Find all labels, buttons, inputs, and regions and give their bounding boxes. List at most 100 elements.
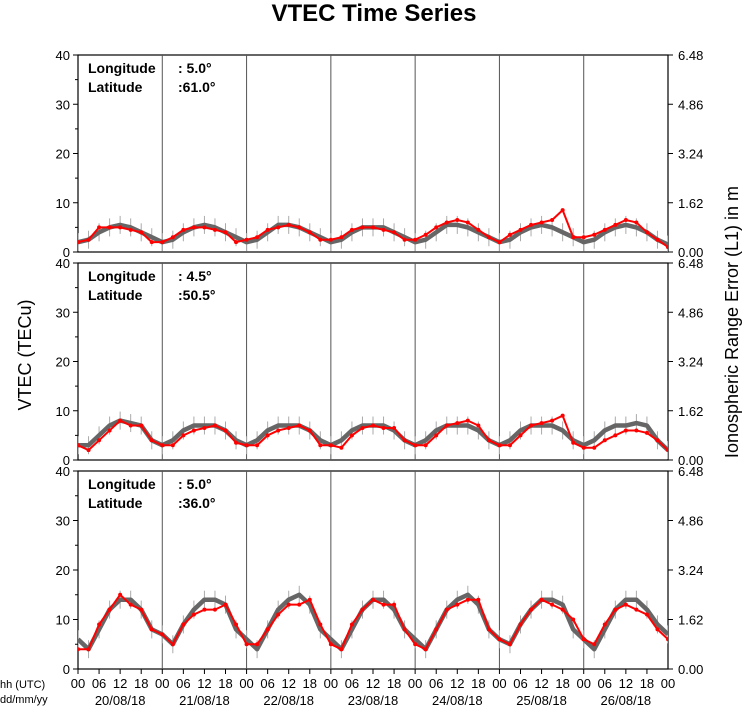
series-measured-point bbox=[465, 597, 470, 602]
series-measured-point bbox=[360, 425, 365, 430]
series-measured-point bbox=[307, 597, 312, 602]
y-tick-label-right: 3.24 bbox=[678, 355, 703, 370]
series-measured-point bbox=[244, 443, 249, 448]
series-measured-point bbox=[297, 423, 302, 428]
x-tick-label: 12 bbox=[197, 676, 211, 691]
x-date-label: 21/08/18 bbox=[179, 693, 230, 708]
x-tick-label: 06 bbox=[92, 676, 106, 691]
series-measured-point bbox=[634, 220, 639, 225]
panel-data bbox=[78, 585, 668, 659]
x-tick-label: 18 bbox=[640, 676, 654, 691]
panel-3: 0 0.00 10 1.62 20 3.24 30 4.86 40 6.48 Longitude: … bbox=[56, 464, 704, 677]
series-measured-point bbox=[402, 627, 407, 632]
panel-info-label: Longitude bbox=[88, 476, 156, 492]
panel-info-value: : 5.0° bbox=[178, 476, 212, 492]
series-measured-point bbox=[265, 433, 270, 438]
y-tick-label-right: 4.86 bbox=[678, 305, 703, 320]
series-measured-point bbox=[539, 220, 544, 225]
series-measured-point bbox=[455, 421, 460, 426]
series-measured-point bbox=[318, 443, 323, 448]
series-measured-point bbox=[613, 607, 618, 612]
y-tick-label-left: 10 bbox=[56, 196, 70, 211]
x-tick-label: 12 bbox=[534, 676, 548, 691]
y-tick-label-right: 4.86 bbox=[678, 97, 703, 112]
series-measured-point bbox=[602, 227, 607, 232]
series-measured-point bbox=[507, 232, 512, 237]
x-tick-label: 12 bbox=[450, 676, 464, 691]
x-tick-label: 00 bbox=[324, 676, 338, 691]
series-measured-point bbox=[392, 230, 397, 235]
x-date-label: 25/08/18 bbox=[516, 693, 567, 708]
y-axis-label-right: Ionospheric Range Error (L1) in m bbox=[722, 186, 742, 458]
series-measured-point bbox=[413, 642, 418, 647]
y-tick-label-right: 1.62 bbox=[678, 196, 703, 211]
series-measured-point bbox=[518, 622, 523, 627]
series-measured-point bbox=[244, 237, 249, 242]
series-measured-point bbox=[497, 240, 502, 245]
y-tick-label-left: 10 bbox=[56, 613, 70, 628]
series-measured-point bbox=[381, 227, 386, 232]
series-measured-point bbox=[191, 428, 196, 433]
series-measured-point bbox=[255, 443, 260, 448]
series-measured-point bbox=[444, 220, 449, 225]
series-measured-point bbox=[97, 438, 102, 443]
series-measured-point bbox=[486, 235, 491, 240]
panel-data bbox=[78, 411, 668, 460]
series-measured-point bbox=[118, 225, 123, 230]
x-tick-label: 00 bbox=[155, 676, 169, 691]
y-tick-label-left: 30 bbox=[56, 514, 70, 529]
series-measured-point bbox=[160, 443, 165, 448]
series-measured-point bbox=[128, 423, 133, 428]
series-measured-point bbox=[560, 607, 565, 612]
y-tick-label-left: 30 bbox=[56, 97, 70, 112]
series-measured-point bbox=[181, 227, 186, 232]
series-measured-point bbox=[349, 227, 354, 232]
y-tick-label-right: 6.48 bbox=[678, 48, 703, 63]
panel-info-label: Longitude bbox=[88, 60, 156, 76]
series-measured-point bbox=[434, 225, 439, 230]
x-tick-label: 18 bbox=[555, 676, 569, 691]
series-measured-point bbox=[434, 433, 439, 438]
panel-2: 0 0.00 10 1.62 20 3.24 30 4.86 40 6.48 Longitude: … bbox=[56, 256, 704, 468]
series-measured-point bbox=[265, 227, 270, 232]
series-measured-point bbox=[318, 622, 323, 627]
series-measured-point bbox=[160, 632, 165, 637]
series-measured-point bbox=[339, 647, 344, 652]
series-measured-point bbox=[371, 423, 375, 428]
series-measured-point bbox=[149, 627, 154, 632]
series-measured-point bbox=[539, 421, 544, 426]
series-measured-point bbox=[328, 642, 333, 647]
series-measured-point bbox=[392, 602, 397, 607]
series-measured-point bbox=[602, 438, 607, 443]
series-measured-point bbox=[666, 637, 668, 642]
x-tick-label: 00 bbox=[492, 676, 506, 691]
y-axis-label-left: VTEC (TECu) bbox=[15, 299, 35, 410]
x-tick-label: 12 bbox=[619, 676, 633, 691]
series-measured-point bbox=[244, 642, 249, 647]
series-measured-point bbox=[392, 425, 397, 430]
series-measured-point bbox=[571, 440, 576, 445]
series-measured-point bbox=[128, 602, 133, 607]
x-tick-label: 18 bbox=[387, 676, 401, 691]
series-measured-point bbox=[86, 237, 91, 242]
series-measured-point bbox=[328, 443, 333, 448]
series-measured-point bbox=[212, 423, 217, 428]
x-tick-label: 06 bbox=[429, 676, 443, 691]
series-measured-point bbox=[223, 602, 228, 607]
y-tick-label-right: 1.62 bbox=[678, 613, 703, 628]
series-measured-point bbox=[381, 602, 386, 607]
series-measured-point bbox=[212, 607, 217, 612]
series-measured-point bbox=[234, 622, 239, 627]
x-tick-label: 18 bbox=[218, 676, 232, 691]
series-measured-point bbox=[360, 607, 365, 612]
series-measured-point bbox=[402, 237, 407, 242]
x-tick-label: 12 bbox=[281, 676, 295, 691]
series-measured-point bbox=[602, 622, 607, 627]
series-measured-point bbox=[518, 433, 523, 438]
series-measured-point bbox=[507, 443, 512, 448]
series-measured-point bbox=[255, 235, 260, 240]
series-measured-point bbox=[276, 612, 281, 617]
series-measured-point bbox=[276, 225, 281, 230]
panel-data bbox=[78, 208, 668, 252]
series-measured-point bbox=[571, 617, 576, 622]
